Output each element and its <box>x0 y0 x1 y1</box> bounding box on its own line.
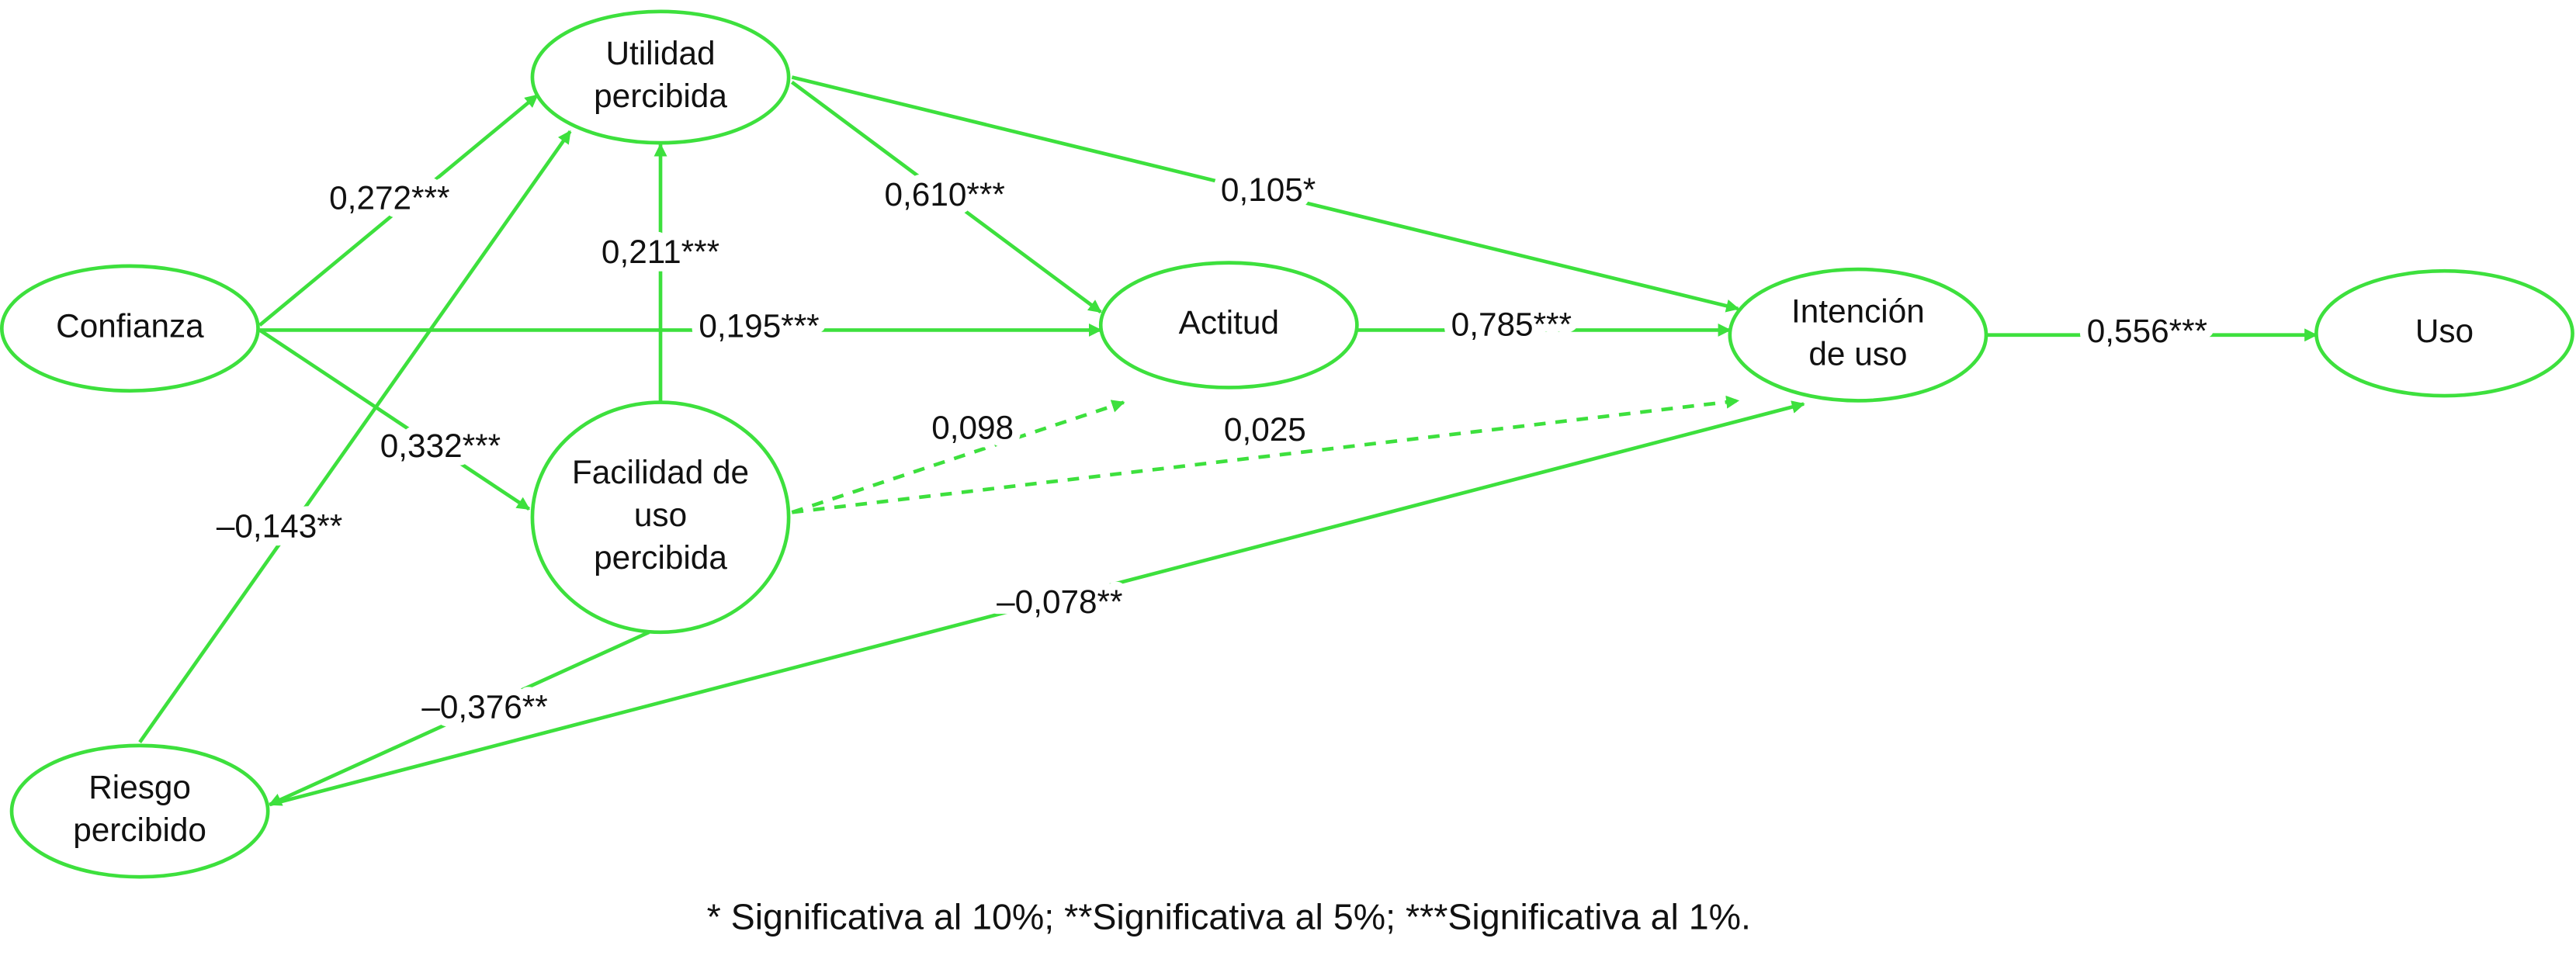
edge-label: –0,376** <box>421 688 547 725</box>
node-label: Riesgo <box>88 769 191 805</box>
node-label: Uso <box>2415 313 2474 349</box>
node-ellipse <box>0 264 260 393</box>
edge-label: 0,556*** <box>2087 313 2207 349</box>
edge-labels: 0,272*** 0,195*** 0,332*** 0,211*** 0,610***… <box>208 163 2215 733</box>
edge-arrow <box>138 130 572 743</box>
edge-label: 0,195*** <box>699 307 819 344</box>
node-label: Intención <box>1791 293 1925 329</box>
edge-label: –0,078** <box>997 583 1122 620</box>
edge-label: 0,211*** <box>602 234 719 270</box>
node-label: Facilidad de <box>572 454 749 490</box>
edge-label: 0,025 <box>1224 411 1306 448</box>
edge-arrow <box>791 75 1740 313</box>
nodes: Utilidad percibida Confianza Actitud Intenci… <box>0 9 2574 879</box>
edge-label: 0,332*** <box>380 428 501 464</box>
footnote: * Significativa al 10%; **Significativa … <box>707 897 1751 937</box>
edge-arrow <box>269 400 1805 807</box>
edge-label: –0,143** <box>217 508 342 545</box>
edge-arrow <box>792 395 1740 514</box>
edge-arrow <box>258 328 531 511</box>
edge-label: 0,098 <box>931 410 1014 446</box>
node-label: de uso <box>1808 335 1907 372</box>
edge-label: 0,610*** <box>885 176 1005 213</box>
node-label: Actitud <box>1179 304 1279 341</box>
node-label: percibida <box>594 539 727 576</box>
node-ellipse <box>530 400 791 635</box>
node-label: uso <box>634 497 687 533</box>
node-label: percibida <box>594 78 727 114</box>
node-label: percibido <box>73 812 206 848</box>
edge-arrow <box>258 93 539 327</box>
edge-label: 0,105* <box>1221 171 1316 208</box>
edges <box>138 75 2318 807</box>
edge-arrow <box>791 400 1125 514</box>
edge-arrow <box>268 630 650 807</box>
node-ellipse <box>9 743 270 879</box>
edge-label: 0,785*** <box>1451 306 1572 342</box>
node-label: Utilidad <box>605 35 715 71</box>
node-ellipse <box>1728 267 1988 403</box>
edge-arrow <box>790 80 1102 313</box>
node-ellipse <box>2314 268 2574 398</box>
node-ellipse <box>530 9 791 145</box>
node-ellipse <box>1098 261 1359 389</box>
edge-label: 0,272*** <box>329 179 449 216</box>
node-label: Confianza <box>56 307 204 344</box>
